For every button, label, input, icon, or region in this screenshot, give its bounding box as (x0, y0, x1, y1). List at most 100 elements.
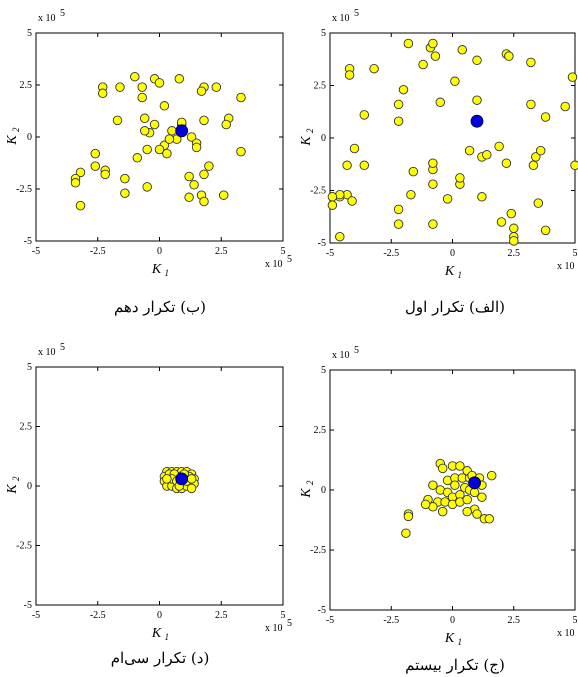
y-tick-label: -5 (318, 605, 326, 616)
particle-point (221, 119, 231, 130)
particle-point (139, 126, 150, 136)
particle-point (75, 167, 86, 178)
x-tick-label: 5 (281, 610, 286, 621)
y-tick-label: 5 (27, 362, 32, 373)
y-tick-label: 2.5 (314, 425, 327, 436)
y-tick-label: 5 (321, 365, 326, 376)
x-tick-label: -2.5 (383, 615, 399, 626)
particle-point (457, 45, 468, 55)
particle-point (420, 499, 431, 510)
particle-point (418, 59, 428, 70)
particle-point (472, 55, 482, 66)
x-axis-label: K (444, 264, 455, 279)
particle-point (540, 225, 551, 236)
y-axis-label: K (5, 135, 20, 146)
particle-point (174, 74, 185, 84)
particle-point (167, 126, 177, 136)
panel-caption: (الف) تکرار اول (405, 298, 505, 316)
y-axis-label-subscript: 2 (305, 128, 315, 133)
y-tick-label: 2.5 (20, 422, 33, 433)
particle-point (70, 178, 81, 188)
particle-point (435, 97, 446, 108)
particle-point (142, 144, 152, 155)
x-tick-label: -2.5 (90, 246, 106, 257)
particle-point (393, 116, 404, 126)
y-tick-label: 0 (321, 133, 326, 144)
particle-point (186, 132, 197, 142)
particle-point (164, 134, 175, 144)
particle-layer (70, 71, 246, 211)
particle-point (528, 160, 539, 171)
panel-caption: (د) تکرار سی‌ام (111, 649, 210, 667)
particle-point (401, 528, 411, 538)
particle-point (442, 194, 453, 204)
best-particle-point (470, 114, 484, 128)
y-exponent-power: 5 (60, 8, 65, 19)
particle-point (509, 223, 519, 234)
x-exponent-label: x 10 (265, 623, 283, 634)
x-tick-label: -5 (326, 615, 334, 626)
particle-point (142, 182, 152, 192)
particle-point (191, 142, 202, 153)
particle-point (437, 463, 448, 474)
y-tick-label: 5 (321, 28, 326, 39)
particle-point (359, 110, 370, 120)
particle-point (154, 78, 165, 88)
y-tick-label: -2.5 (310, 545, 326, 556)
y-axis-label-group: K2 (5, 476, 21, 495)
particle-point (349, 143, 360, 154)
x-tick-label: 2.5 (215, 610, 228, 621)
x-tick-label: -5 (32, 246, 40, 257)
particle-point (97, 88, 108, 99)
particle-point (100, 169, 110, 180)
particle-point (501, 158, 512, 168)
particle-point (120, 188, 130, 198)
particle-point (464, 145, 475, 156)
particle-point (132, 153, 143, 163)
particle-point (477, 192, 487, 202)
particle-point (149, 119, 160, 130)
particle-point (199, 196, 209, 207)
particle-point (154, 144, 165, 155)
particle-point (462, 494, 472, 505)
particle-point (186, 474, 197, 484)
particle-point (398, 84, 409, 95)
y-tick-label: -2.5 (16, 184, 32, 195)
y-tick-label: 0 (27, 481, 32, 492)
x-tick-label: 5 (573, 615, 578, 626)
x-tick-label: 2.5 (508, 248, 521, 259)
y-tick-label: -5 (24, 236, 32, 247)
particle-point (347, 196, 357, 206)
particle-point (535, 145, 546, 156)
particle-point (236, 92, 246, 103)
y-axis-label-group: K2 (299, 480, 315, 499)
particle-point (184, 171, 194, 182)
x-tick-label: 0 (157, 610, 162, 621)
x-exponent-power: 5 (287, 254, 292, 265)
particle-point (369, 63, 379, 74)
y-axis-label-group: K2 (299, 128, 315, 147)
particle-point (406, 189, 416, 200)
best-particle-point (468, 476, 482, 490)
particle-point (218, 190, 229, 200)
particle-point (342, 160, 352, 171)
particle-point (189, 180, 199, 190)
particle-point (236, 146, 246, 157)
plot-frame (35, 32, 284, 242)
particle-point (120, 173, 130, 184)
y-tick-label: 0 (27, 132, 32, 143)
y-axis-label-subscript: 2 (11, 476, 21, 481)
y-tick-label: 2.5 (314, 81, 327, 92)
particle-point (139, 113, 150, 124)
particle-point (408, 166, 419, 177)
x-axis-label: K (151, 626, 162, 641)
particle-point (482, 150, 492, 160)
x-tick-label: 5 (281, 246, 286, 257)
x-tick-label: -2.5 (90, 610, 106, 621)
particle-point (393, 204, 404, 215)
x-axis-label-subscript: 1 (165, 632, 170, 642)
y-tick-label: -5 (318, 238, 326, 249)
